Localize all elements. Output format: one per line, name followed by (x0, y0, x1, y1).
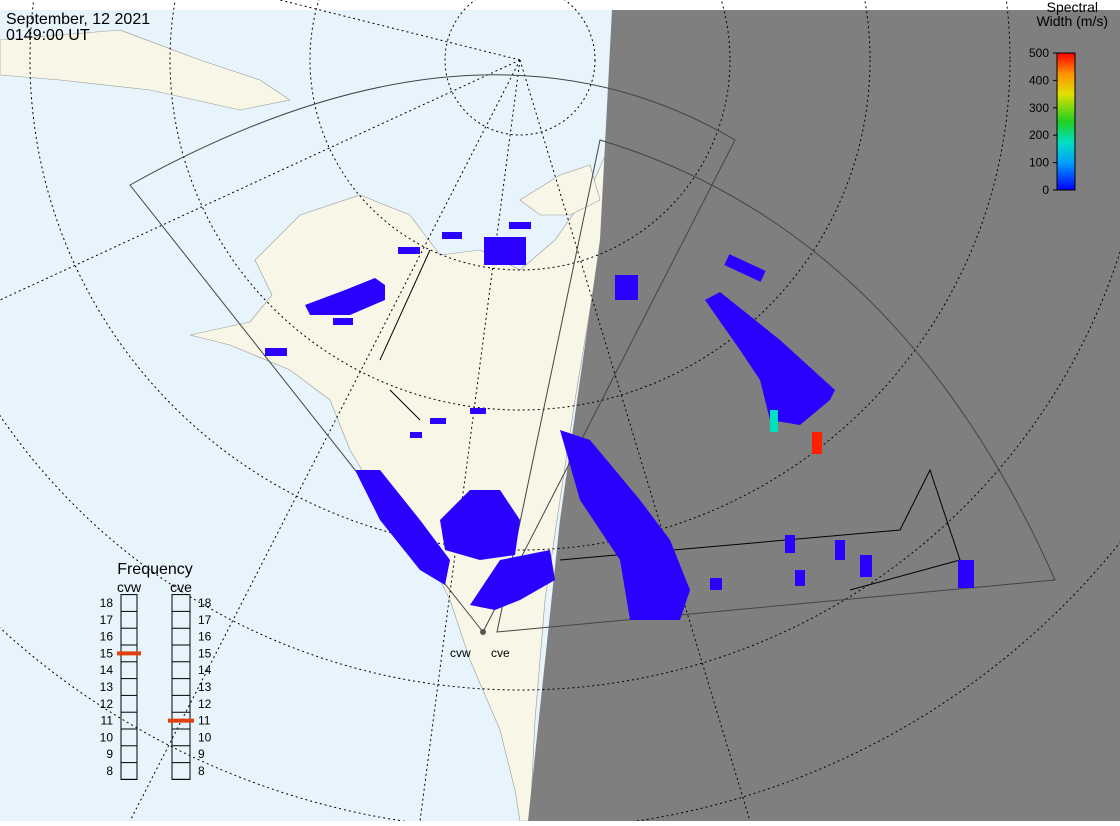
site-label: cvw (450, 646, 471, 660)
frequency-tick-label: 11 (101, 714, 114, 728)
frequency-tick-label: 12 (198, 697, 212, 711)
frequency-tick-label: 18 (100, 596, 114, 610)
frequency-tick-label: 17 (198, 613, 212, 627)
frequency-tick-label: 10 (100, 730, 114, 744)
frequency-tick-label: 16 (198, 630, 212, 644)
site-marker (480, 629, 486, 635)
time: 0149:00 UT (6, 27, 90, 44)
radar-echoes (265, 222, 974, 620)
frequency-tick-label: 9 (198, 747, 205, 761)
frequency-tick-label: 8 (198, 764, 205, 778)
frequency-tick-label: 15 (198, 646, 212, 660)
frequency-tick-label: 13 (198, 680, 212, 694)
date: September, 12 2021 (6, 11, 150, 28)
land (519, 164, 601, 216)
colorbar (1056, 52, 1076, 191)
frequency-tick-label: 12 (100, 697, 114, 711)
frequency-tick-label: 8 (106, 764, 113, 778)
radar-name: cve (170, 579, 192, 595)
radar-name: cvw (117, 579, 142, 595)
colorbar-tick-label: 100 (1029, 156, 1049, 170)
frequency-tick-label: 10 (198, 730, 212, 744)
colorbar-title: Width (m/s) (1036, 13, 1108, 29)
frequency-title: Frequency (117, 561, 193, 578)
colorbar-tick-label: 500 (1029, 46, 1049, 60)
colorbar-tick-label: 0 (1042, 183, 1049, 197)
fov (129, 74, 1056, 633)
frequency-tick-label: 14 (100, 663, 114, 677)
frequency-tick-label: 9 (106, 747, 113, 761)
frequency-tick-label: 13 (100, 680, 114, 694)
site-label: cve (491, 646, 510, 660)
colorbar-tick-label: 200 (1029, 128, 1049, 142)
colorbar-title: Spectral (1047, 0, 1098, 15)
frequency-tick-label: 11 (198, 714, 211, 728)
frequency-tick-label: 14 (198, 663, 212, 677)
colorbar-tick-label: 300 (1029, 101, 1049, 115)
colorbar-tick-label: 400 (1029, 73, 1049, 87)
frequency-tick-label: 15 (100, 646, 114, 660)
frequency-tick-label: 18 (198, 596, 212, 610)
frequency-tick-label: 16 (100, 630, 114, 644)
frequency-tick-label: 17 (100, 613, 114, 627)
